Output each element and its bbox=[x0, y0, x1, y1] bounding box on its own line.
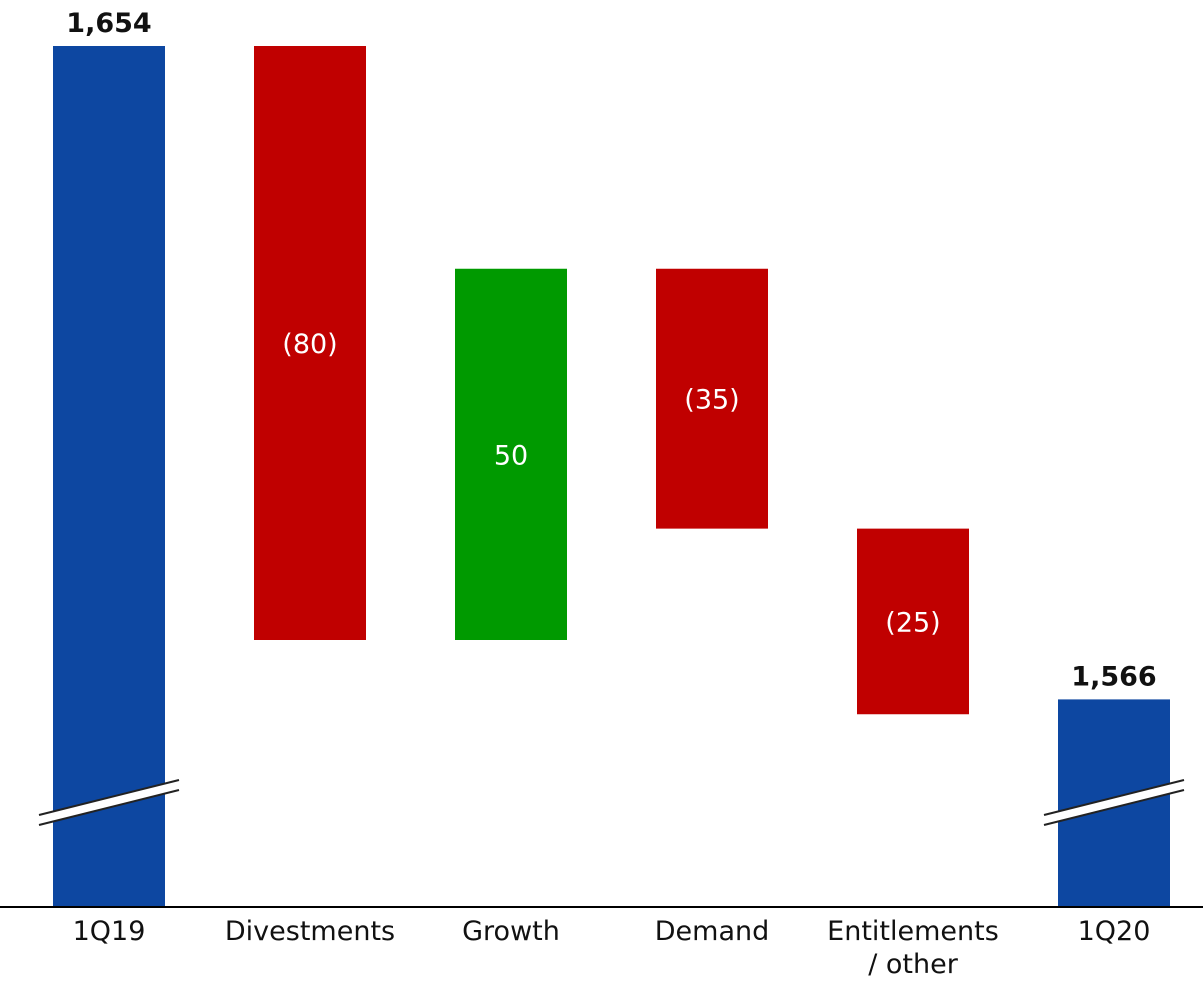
category-label: Growth bbox=[462, 916, 560, 947]
value-label: 1,566 bbox=[1071, 661, 1156, 692]
bars-layer bbox=[53, 46, 1170, 907]
labels-layer: 1,654 1Q19 (80) Divestments 50 Growth (35) Dema… bbox=[66, 8, 1156, 980]
category-label: Entitlements bbox=[827, 916, 999, 947]
category-label: 1Q20 bbox=[1078, 916, 1151, 947]
value-label: (25) bbox=[885, 607, 940, 638]
axis-breaks bbox=[38, 779, 1185, 826]
category-label: Divestments bbox=[225, 916, 395, 947]
axis-break-marker bbox=[38, 779, 180, 826]
bar-demand bbox=[656, 268, 768, 529]
category-label: / other bbox=[868, 949, 959, 980]
value-label: (80) bbox=[282, 329, 337, 360]
bar-1q19 bbox=[53, 46, 165, 907]
bar-growth bbox=[455, 268, 567, 640]
bar-divestments bbox=[254, 46, 366, 640]
value-label: (35) bbox=[684, 385, 739, 416]
value-label: 1,654 bbox=[66, 8, 151, 39]
bar-entitlements-other bbox=[857, 528, 969, 715]
axis-break-marker bbox=[1043, 779, 1185, 826]
value-label: 50 bbox=[494, 440, 528, 471]
category-label: Demand bbox=[655, 916, 770, 947]
category-label: 1Q19 bbox=[73, 916, 146, 947]
